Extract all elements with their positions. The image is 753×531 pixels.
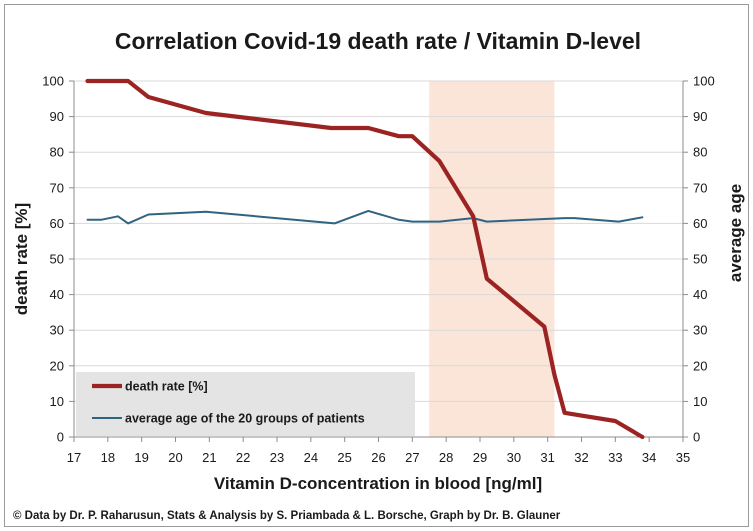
y-right-tick-label: 60	[693, 216, 707, 231]
y-axis-right-ticks: 0 10 20 30 40 50 60 70 80 90 100	[683, 74, 715, 445]
y-right-tick-label: 70	[693, 180, 707, 195]
y-right-tick-label: 30	[693, 323, 707, 338]
y-left-tick-label: 70	[50, 180, 64, 195]
y-left-tick-label: 20	[50, 358, 64, 373]
x-tick-label: 33	[608, 450, 622, 465]
y-left-tick-label: 80	[50, 145, 64, 160]
x-tick-label: 21	[202, 450, 216, 465]
x-tick-label: 17	[67, 450, 81, 465]
y-right-tick-label: 80	[693, 145, 707, 160]
y-left-tick-label: 40	[50, 287, 64, 302]
x-tick-label: 19	[134, 450, 148, 465]
y-axis-left-title: death rate [%]	[12, 203, 31, 315]
y-right-tick-label: 20	[693, 358, 707, 373]
y-left-tick-label: 100	[42, 74, 64, 89]
legend-box	[76, 372, 415, 436]
y-left-tick-label: 10	[50, 394, 64, 409]
y-right-tick-label: 0	[693, 430, 700, 445]
y-right-tick-label: 90	[693, 109, 707, 124]
average-age-line	[86, 209, 644, 225]
x-tick-label: 32	[574, 450, 588, 465]
x-tick-label: 18	[101, 450, 115, 465]
x-tick-label: 25	[337, 450, 351, 465]
x-axis-ticks: 17 18 19 20 21 22 23 24 25 26 27 28 29 30 31 32 33 34 35	[67, 437, 690, 465]
y-right-tick-label: 40	[693, 287, 707, 302]
x-tick-label: 35	[676, 450, 690, 465]
x-tick-label: 26	[371, 450, 385, 465]
x-tick-label: 28	[439, 450, 453, 465]
y-left-tick-label: 90	[50, 109, 64, 124]
y-left-tick-label: 30	[50, 323, 64, 338]
x-tick-label: 24	[304, 450, 318, 465]
x-tick-label: 22	[236, 450, 250, 465]
y-left-tick-label: 60	[50, 216, 64, 231]
x-tick-label: 29	[473, 450, 487, 465]
y-right-tick-label: 10	[693, 394, 707, 409]
x-tick-label: 34	[642, 450, 656, 465]
x-tick-label: 20	[168, 450, 182, 465]
x-tick-label: 27	[405, 450, 419, 465]
chart-title: Correlation Covid-19 death rate / Vitami…	[115, 28, 641, 54]
x-axis-title: Vitamin D-concentration in blood [ng/ml]	[214, 474, 542, 493]
y-right-tick-label: 100	[693, 74, 715, 89]
y-axis-left-ticks: 0 10 20 30 40 50 60 70 80 90 100	[42, 74, 74, 445]
legend-label-average-age: average age of the 20 groups of patients	[125, 412, 365, 426]
chart-frame	[4, 4, 749, 527]
x-tick-label: 31	[540, 450, 554, 465]
y-right-tick-label: 50	[693, 252, 707, 267]
series-layer	[85, 78, 645, 440]
death-rate-line	[85, 78, 645, 440]
y-left-tick-label: 0	[57, 430, 64, 445]
x-tick-label: 30	[507, 450, 521, 465]
gridlines	[74, 80, 683, 402]
credit-line: © Data by Dr. P. Raharusun, Stats & Anal…	[13, 510, 561, 522]
legend-label-death-rate: death rate [%]	[125, 380, 208, 394]
x-tick-label: 23	[270, 450, 284, 465]
y-axis-right-title: average age	[726, 184, 745, 282]
y-left-tick-label: 50	[50, 252, 64, 267]
